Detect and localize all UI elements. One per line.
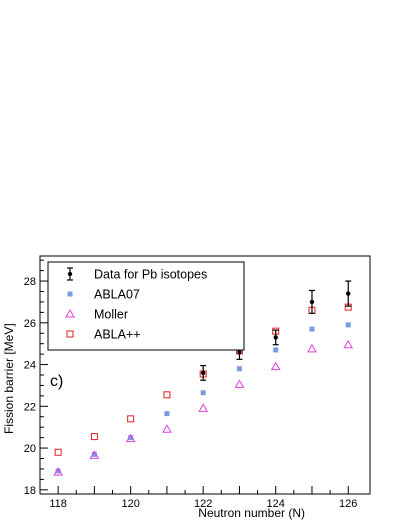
x-tick-label: 126 — [339, 498, 357, 510]
data-point — [270, 361, 281, 371]
panel-label: c) — [50, 373, 63, 390]
data-point — [55, 468, 61, 474]
data-point — [273, 335, 278, 340]
data-point — [162, 424, 172, 433]
data-point — [273, 347, 279, 353]
legend-label: ABLA++ — [94, 328, 141, 342]
data-point — [89, 450, 100, 459]
x-tick-label: 118 — [49, 498, 67, 510]
data-point — [200, 390, 206, 396]
legend-marker — [67, 291, 73, 297]
data-point — [309, 326, 315, 332]
data-point — [53, 467, 63, 476]
data-point — [198, 403, 209, 412]
data-point — [164, 411, 170, 417]
data-point — [237, 349, 242, 355]
x-tick-label: 120 — [121, 498, 139, 510]
x-tick-label: 124 — [267, 498, 285, 510]
data-point — [236, 366, 242, 372]
data-point — [343, 339, 354, 349]
series-layer — [53, 280, 354, 476]
series-2 — [53, 339, 354, 476]
data-point — [90, 433, 98, 441]
legend: Data for Pb isotopes ABLA07 Moller ABLA++ — [47, 261, 245, 351]
series-1 — [55, 322, 351, 474]
y-tick-label: 26 — [24, 318, 36, 330]
x-tick-label: 122 — [194, 498, 212, 510]
legend-label: ABLA07 — [94, 288, 140, 302]
data-point — [54, 448, 62, 456]
y-tick-label: 24 — [24, 360, 36, 372]
data-point — [345, 322, 351, 328]
data-point — [91, 451, 97, 457]
data-point — [309, 299, 315, 305]
data-point — [128, 435, 134, 441]
data-point — [200, 370, 206, 376]
legend-label: Moller — [94, 308, 128, 322]
data-point — [163, 391, 171, 399]
data-point — [127, 415, 135, 423]
y-tick-label: 28 — [24, 276, 36, 288]
y-tick-label: 20 — [24, 443, 36, 455]
x-axis-title: Neutron number (N) — [198, 506, 305, 520]
series-0 — [200, 280, 352, 381]
data-point — [307, 343, 317, 353]
legend-box — [47, 261, 245, 351]
legend-label: Data for Pb isotopes — [94, 268, 207, 282]
legend-marker — [67, 271, 73, 277]
data-point — [346, 291, 351, 296]
data-point — [125, 433, 136, 443]
axes: 118 120 122 124 126 18 20 22 24 26 28 — [24, 259, 357, 510]
legend-marker — [65, 308, 75, 318]
y-tick-label: 18 — [24, 485, 36, 497]
y-tick-label: 22 — [24, 401, 36, 413]
legend-marker — [66, 330, 74, 338]
data-point — [234, 379, 245, 388]
y-axis-title: Fission barrier [MeV] — [2, 323, 16, 434]
